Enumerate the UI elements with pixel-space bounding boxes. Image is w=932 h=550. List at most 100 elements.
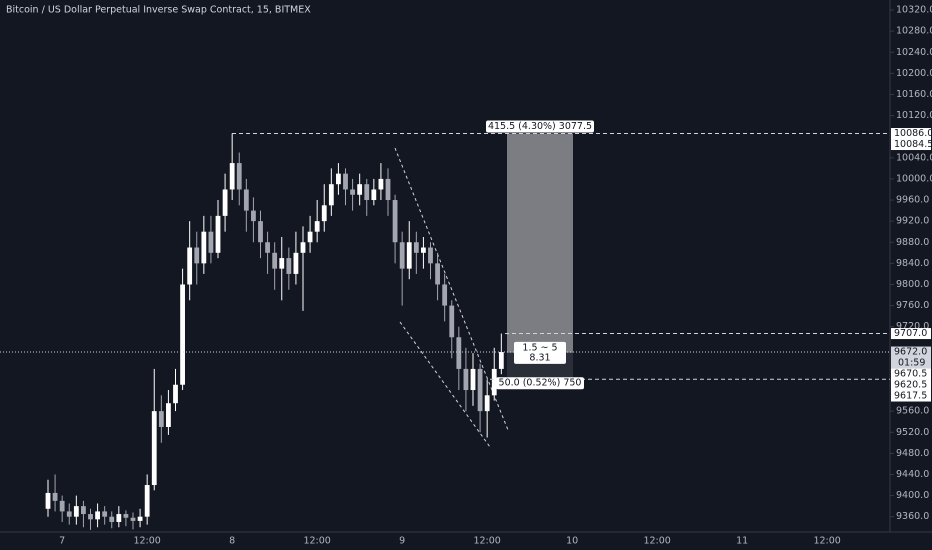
candle-body bbox=[357, 184, 363, 195]
candle-body bbox=[229, 163, 235, 190]
candle-body bbox=[399, 242, 405, 269]
y-tick-label: 9360.0 bbox=[896, 511, 929, 522]
candle-body bbox=[180, 284, 185, 385]
price-label: 9672.0 bbox=[894, 347, 927, 358]
candle-body bbox=[491, 368, 497, 396]
candle-body bbox=[52, 492, 58, 501]
ratio-label: 1.5 ~ 5 bbox=[522, 342, 557, 353]
candle-body bbox=[421, 247, 426, 253]
candle-body bbox=[314, 221, 320, 232]
candle-body bbox=[59, 500, 65, 512]
x-tick-label: 12:00 bbox=[643, 536, 670, 547]
x-tick-label: 11 bbox=[736, 536, 748, 547]
x-tick-label: 12:00 bbox=[303, 536, 330, 547]
candle-body bbox=[102, 511, 108, 517]
candle-body bbox=[456, 337, 462, 369]
y-tick-label: 10200.0 bbox=[896, 68, 932, 79]
candle-body bbox=[470, 368, 476, 391]
x-tick-label: 10 bbox=[566, 536, 578, 547]
target-label: 415.5 (4.30%) 3077.5 bbox=[488, 121, 592, 132]
y-tick-label: 10040.0 bbox=[896, 152, 932, 163]
candle-body bbox=[95, 511, 100, 520]
candle-body bbox=[343, 173, 348, 190]
y-tick-label: 9880.0 bbox=[896, 237, 929, 248]
x-tick-label: 9 bbox=[399, 536, 405, 547]
candle-body bbox=[208, 231, 214, 253]
candle-body bbox=[251, 210, 256, 222]
y-tick-label: 9760.0 bbox=[896, 300, 929, 311]
candle-body bbox=[194, 247, 200, 264]
y-tick-label: 9960.0 bbox=[896, 195, 929, 206]
candle-body bbox=[236, 163, 242, 190]
y-tick-label: 10000.0 bbox=[896, 173, 932, 184]
candle-body bbox=[442, 284, 448, 306]
candle-body bbox=[392, 200, 398, 243]
x-tick-label: 12:00 bbox=[813, 536, 840, 547]
candle-body bbox=[286, 258, 292, 274]
y-tick-label: 9840.0 bbox=[896, 258, 929, 269]
candle-body bbox=[406, 242, 412, 269]
price-label: 9617.5 bbox=[894, 391, 927, 402]
candle-body bbox=[385, 178, 391, 201]
candle-body bbox=[81, 506, 86, 515]
x-tick-label: 12:00 bbox=[133, 536, 160, 547]
ratio-value-label: 8.31 bbox=[529, 352, 550, 363]
y-tick-label: 9560.0 bbox=[896, 406, 929, 417]
candle-body bbox=[428, 247, 433, 264]
candle-body bbox=[435, 263, 440, 285]
trend-line bbox=[394, 147, 509, 431]
y-tick-label: 9400.0 bbox=[896, 490, 929, 501]
target-zone bbox=[507, 133, 573, 353]
stop-label: 50.0 (0.52%) 750 bbox=[499, 378, 582, 389]
position-label-box bbox=[496, 377, 584, 390]
price-label-box bbox=[891, 346, 931, 369]
candle-body bbox=[151, 411, 157, 486]
price-label-box bbox=[891, 390, 931, 402]
candle-body bbox=[336, 173, 341, 185]
y-tick-label: 10240.0 bbox=[896, 47, 932, 58]
candle-body bbox=[158, 411, 164, 427]
price-label: 9670.5 bbox=[894, 369, 927, 380]
y-tick-label: 10160.0 bbox=[896, 89, 932, 100]
candle-body bbox=[123, 514, 129, 518]
y-tick-label: 9720.0 bbox=[896, 321, 929, 332]
position-label-box bbox=[486, 120, 594, 133]
y-tick-label: 9480.0 bbox=[896, 448, 929, 459]
candle-body bbox=[88, 514, 93, 520]
price-label-box bbox=[891, 379, 931, 391]
candle-body bbox=[321, 205, 327, 222]
y-tick-label: 9920.0 bbox=[896, 216, 929, 227]
candle-body bbox=[243, 189, 249, 211]
price-label: 10086.0 bbox=[894, 128, 932, 139]
candle-body bbox=[144, 485, 150, 517]
price-label-box bbox=[891, 139, 931, 151]
chart-title: Bitcoin / US Dollar Perpetual Inverse Sw… bbox=[6, 5, 311, 16]
candle-body bbox=[279, 258, 285, 269]
candle-body bbox=[272, 252, 278, 269]
candle-body bbox=[413, 242, 419, 253]
candle-body bbox=[116, 514, 122, 522]
price-label: 9707.0 bbox=[894, 328, 927, 339]
y-tick-label: 10120.0 bbox=[896, 110, 932, 121]
candle-body bbox=[293, 252, 299, 274]
candle-body bbox=[371, 189, 377, 201]
candle-body bbox=[137, 516, 143, 521]
candle-body bbox=[73, 506, 79, 517]
x-tick-label: 7 bbox=[59, 536, 65, 547]
candle-body bbox=[45, 492, 51, 509]
candle-body bbox=[364, 184, 370, 201]
candle-body bbox=[215, 215, 221, 253]
y-tick-label: 10280.0 bbox=[896, 26, 932, 37]
price-label: 10084.5 bbox=[894, 139, 932, 150]
y-tick-label: 9800.0 bbox=[896, 279, 929, 290]
candle-body bbox=[350, 189, 355, 195]
price-label: 9620.5 bbox=[894, 380, 927, 391]
countdown: 01:59 bbox=[898, 358, 925, 369]
candle-body bbox=[498, 352, 504, 369]
trend-line bbox=[399, 321, 491, 448]
candle-body bbox=[187, 247, 193, 285]
candle-body bbox=[166, 403, 171, 427]
candle-body bbox=[258, 221, 263, 243]
